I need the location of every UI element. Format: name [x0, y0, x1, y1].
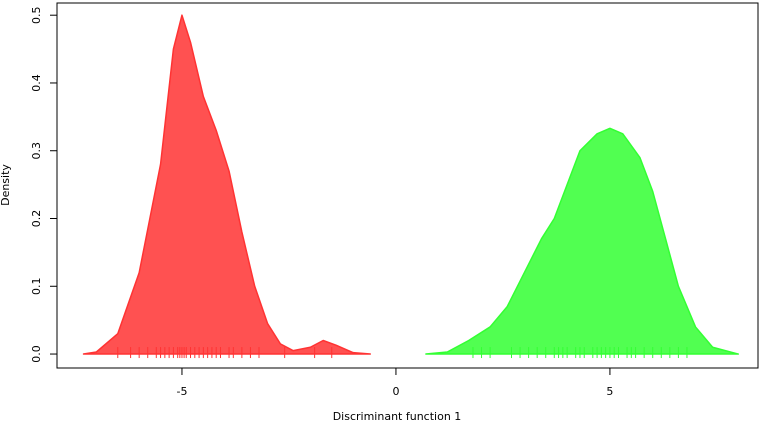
x-tick-label: -5	[176, 385, 187, 398]
y-axis-label: Density	[0, 164, 12, 206]
density-area	[425, 127, 740, 355]
y-tick-label: 0.4	[30, 74, 43, 92]
x-tick-label: 0	[392, 385, 399, 398]
y-tick-label: 0.5	[30, 6, 43, 24]
x-tick-label: 5	[606, 385, 613, 398]
plot-box	[56, 2, 759, 369]
y-tick-label: 0.3	[30, 142, 43, 160]
y-tick-label: 0.1	[30, 278, 43, 296]
y-tick-label: 0.0	[30, 345, 43, 363]
x-axis-label: Discriminant function 1	[333, 410, 462, 423]
y-tick-label: 0.2	[30, 210, 43, 228]
density-area	[82, 14, 372, 355]
